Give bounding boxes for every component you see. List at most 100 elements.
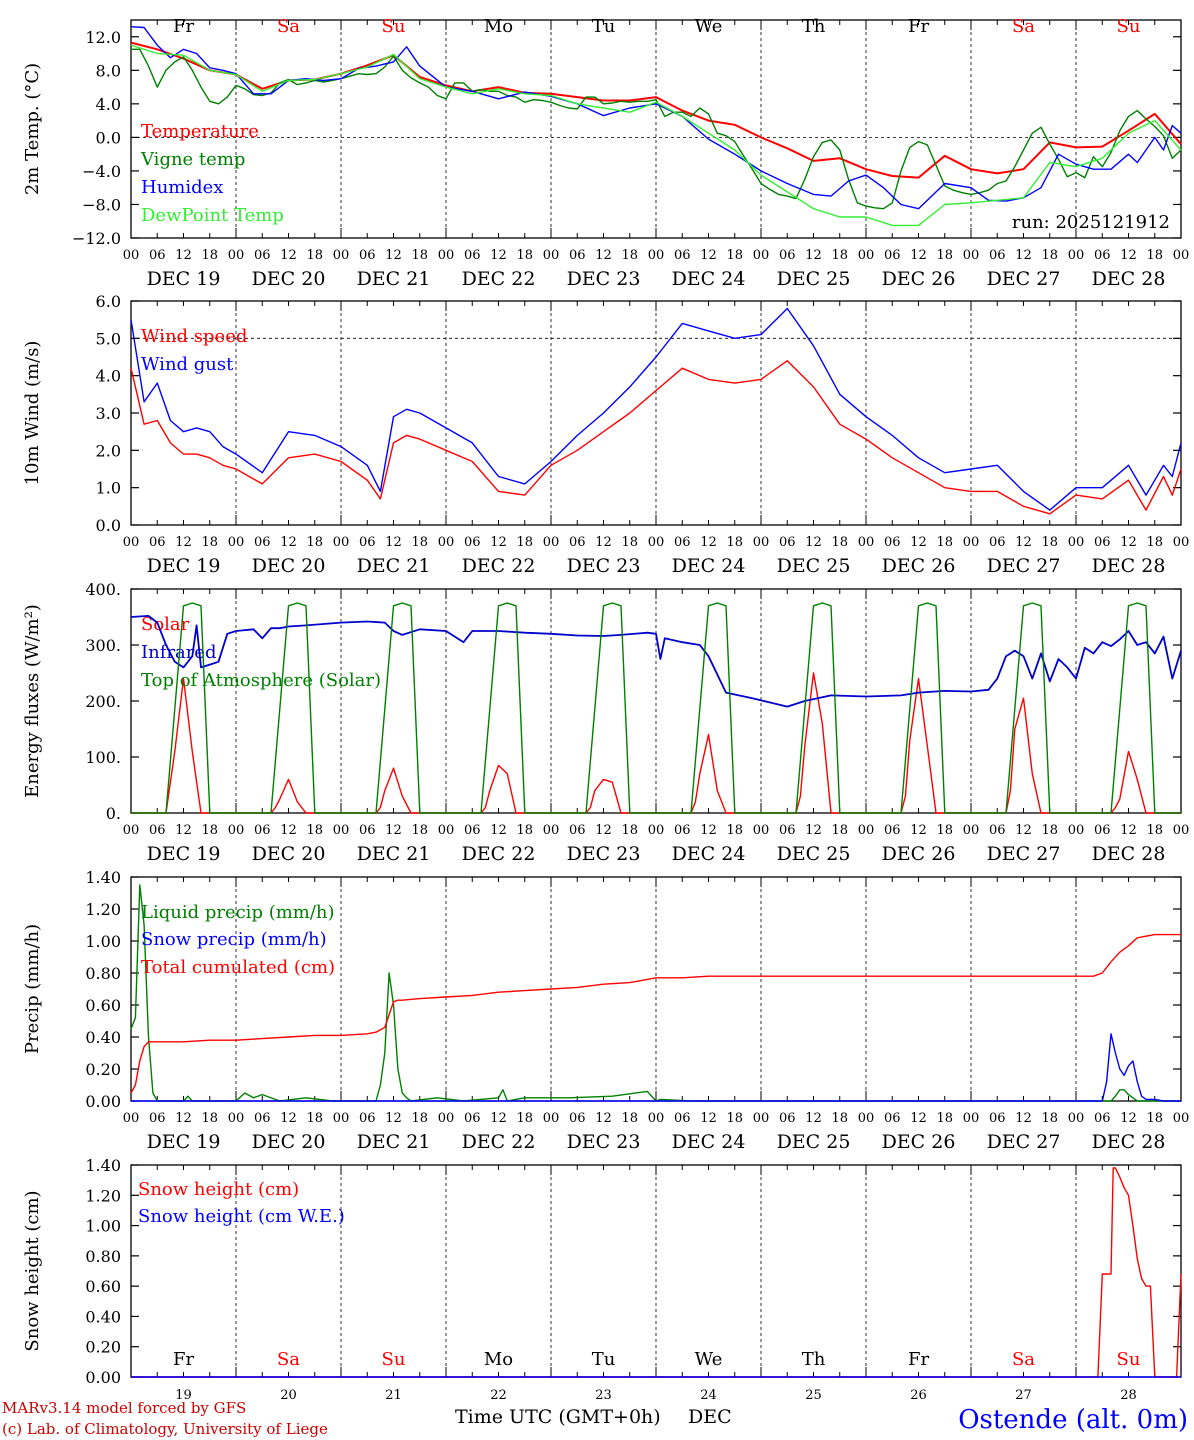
- x-hour-label: 18: [411, 248, 428, 263]
- legend-entry: Liquid precip (mm/h): [141, 902, 335, 923]
- y-tick-label: 1.00: [85, 1217, 121, 1236]
- x-date-label: DEC 25: [777, 843, 851, 865]
- weekday-label: Fr: [173, 16, 194, 37]
- x-hour-label: 12: [385, 535, 402, 550]
- date-number-label: 28: [1120, 1388, 1137, 1403]
- x-hour-label: 00: [123, 248, 140, 263]
- y-tick-label: −4.0: [82, 162, 121, 181]
- x-hour-label: 00: [543, 1111, 560, 1126]
- y-tick-label: 1.20: [85, 1186, 121, 1205]
- x-hour-label: 00: [858, 248, 875, 263]
- x-hour-label: 00: [858, 1111, 875, 1126]
- weekday-label: Sa: [277, 1349, 300, 1370]
- x-hour-label: 00: [753, 535, 770, 550]
- x-hour-label: 18: [516, 535, 533, 550]
- x-hour-label: 00: [963, 535, 980, 550]
- x-hour-label: 00: [438, 1111, 455, 1126]
- series-line-wind-speed: [130, 360, 1182, 515]
- credit-line-1: MARv3.14 model forced by GFS: [2, 1399, 246, 1417]
- x-date-label: DEC 22: [462, 555, 536, 577]
- x-hour-label: 06: [254, 248, 271, 263]
- x-hour-label: 18: [516, 1111, 533, 1126]
- chart-layer: −12.0 −8.0 −4.0 0.0 4.0 8.0 12.0 00 06 12 18 DEC 19…: [22, 16, 1189, 1403]
- x-hour-label: 12: [595, 248, 612, 263]
- y-tick-label: 0.20: [85, 1338, 121, 1357]
- y-tick-label: −12.0: [72, 229, 121, 248]
- x-hour-label: 00: [543, 535, 560, 550]
- x-hour-label: 06: [674, 535, 691, 550]
- x-hour-label: 12: [910, 823, 927, 838]
- legend-entry: Temperature: [141, 121, 259, 142]
- x-hour-label: 12: [1015, 1111, 1032, 1126]
- x-hour-label: 06: [779, 535, 796, 550]
- x-date-label: DEC 21: [357, 555, 431, 577]
- y-tick-label: 2.0: [96, 441, 121, 460]
- x-date-label: DEC 25: [777, 268, 851, 290]
- weekday-label: Mo: [484, 1349, 513, 1370]
- x-hour-label: 00: [1173, 823, 1190, 838]
- date-number-label: 20: [280, 1388, 297, 1403]
- x-date-label: DEC 24: [672, 1131, 746, 1153]
- x-hour-label: 00: [333, 823, 350, 838]
- x-hour-label: 18: [726, 823, 743, 838]
- x-hour-label: 00: [753, 1111, 770, 1126]
- x-hour-label: 06: [674, 823, 691, 838]
- x-hour-label: 06: [674, 1111, 691, 1126]
- panel-snow: 0.00 0.20 0.40 0.60 0.80 1.00 1.20 1.40 Fr Sa Su Mo…: [22, 1156, 1182, 1403]
- x-hour-label: 06: [149, 823, 166, 838]
- y-tick-label: 0.00: [85, 1092, 121, 1111]
- x-date-label: DEC 24: [672, 843, 746, 865]
- x-hour-label: 00: [228, 1111, 245, 1126]
- x-date-label: DEC 24: [672, 555, 746, 577]
- legend-entry: Snow height (cm): [138, 1179, 299, 1200]
- x-hour-label: 12: [280, 248, 297, 263]
- y-tick-label: −8.0: [82, 195, 121, 214]
- series-line-dewpoint-temp: [130, 44, 1182, 227]
- x-hour-label: 06: [989, 248, 1006, 263]
- legend-entry: Vigne temp: [140, 149, 245, 170]
- x-hour-label: 12: [490, 535, 507, 550]
- x-date-label: DEC 27: [987, 555, 1061, 577]
- y-axis-label: Snow height (cm): [22, 1190, 43, 1351]
- x-hour-label: 12: [175, 248, 192, 263]
- x-hour-label: 18: [201, 248, 218, 263]
- x-hour-label: 12: [1015, 248, 1032, 263]
- x-hour-label: 00: [1068, 823, 1085, 838]
- date-number-label: 21: [385, 1388, 402, 1403]
- y-tick-label: 0.: [106, 804, 121, 823]
- x-date-label: DEC 26: [882, 555, 956, 577]
- x-hour-label: 18: [411, 1111, 428, 1126]
- y-tick-label: 8.0: [96, 61, 121, 80]
- y-tick-label: 0.20: [85, 1060, 121, 1079]
- legend-entry: Total cumulated (cm): [141, 957, 335, 978]
- x-hour-label: 18: [936, 535, 953, 550]
- x-hour-label: 06: [359, 1111, 376, 1126]
- weekday-label: Su: [1117, 16, 1141, 37]
- x-date-label: DEC 22: [462, 1131, 536, 1153]
- y-axis-label: 10m Wind (m/s): [22, 341, 43, 486]
- x-hour-label: 12: [280, 823, 297, 838]
- x-hour-label: 18: [621, 1111, 638, 1126]
- y-tick-label: 6.0: [96, 292, 121, 311]
- x-axis-title: Time UTC (GMT+0h): [455, 1406, 661, 1428]
- weekday-label: Su: [382, 16, 406, 37]
- x-hour-label: 06: [1094, 535, 1111, 550]
- weekday-label: Mo: [484, 16, 513, 37]
- x-date-label: DEC 23: [567, 555, 641, 577]
- x-hour-label: 18: [621, 823, 638, 838]
- x-hour-label: 12: [805, 1111, 822, 1126]
- x-date-label: DEC 20: [252, 843, 326, 865]
- x-hour-label: 12: [805, 248, 822, 263]
- date-number-label: 25: [805, 1388, 822, 1403]
- x-hour-label: 00: [333, 1111, 350, 1126]
- x-hour-label: 18: [726, 535, 743, 550]
- x-date-label: DEC 26: [882, 1131, 956, 1153]
- x-hour-label: 00: [228, 823, 245, 838]
- x-hour-label: 00: [123, 535, 140, 550]
- x-hour-label: 00: [438, 248, 455, 263]
- y-tick-label: 200.: [85, 692, 121, 711]
- x-hour-label: 00: [963, 1111, 980, 1126]
- weekday-label: Tu: [592, 16, 616, 37]
- x-date-label: DEC 23: [567, 843, 641, 865]
